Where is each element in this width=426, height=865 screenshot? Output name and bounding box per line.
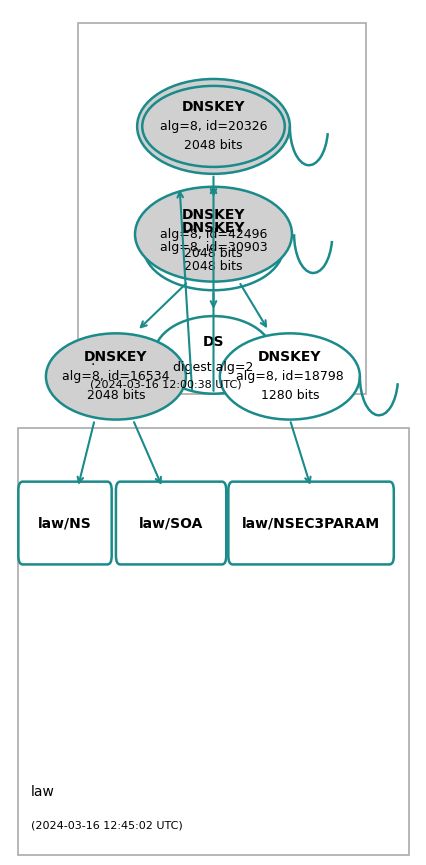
Text: law/NS: law/NS <box>38 516 92 530</box>
FancyBboxPatch shape <box>18 428 408 855</box>
Text: 2048 bits: 2048 bits <box>86 389 145 402</box>
Text: DNSKEY: DNSKEY <box>181 221 245 235</box>
Ellipse shape <box>137 79 289 174</box>
Ellipse shape <box>46 333 185 420</box>
Text: alg=8, id=20326: alg=8, id=20326 <box>159 120 267 133</box>
Text: law/NSEC3PARAM: law/NSEC3PARAM <box>242 516 379 530</box>
FancyBboxPatch shape <box>115 482 226 565</box>
Text: DNSKEY: DNSKEY <box>84 350 147 364</box>
Text: 2048 bits: 2048 bits <box>184 260 242 272</box>
FancyBboxPatch shape <box>228 482 393 565</box>
Ellipse shape <box>154 316 272 394</box>
Text: (2024-03-16 12:00:38 UTC): (2024-03-16 12:00:38 UTC) <box>90 380 242 389</box>
Text: DNSKEY: DNSKEY <box>181 208 245 222</box>
Ellipse shape <box>135 187 291 282</box>
Text: 1280 bits: 1280 bits <box>260 389 318 402</box>
Text: DNSKEY: DNSKEY <box>257 350 321 364</box>
Text: law: law <box>31 785 55 799</box>
Text: DS: DS <box>202 335 224 349</box>
Text: alg=8, id=16534: alg=8, id=16534 <box>62 370 169 383</box>
Text: DNSKEY: DNSKEY <box>181 100 245 114</box>
Ellipse shape <box>219 333 359 420</box>
FancyBboxPatch shape <box>78 23 366 394</box>
Text: (2024-03-16 12:45:02 UTC): (2024-03-16 12:45:02 UTC) <box>31 821 182 831</box>
Text: 2048 bits: 2048 bits <box>184 247 242 260</box>
Text: alg=8, id=18798: alg=8, id=18798 <box>236 370 343 383</box>
Ellipse shape <box>143 204 283 291</box>
Text: law/SOA: law/SOA <box>138 516 203 530</box>
Text: digest alg=2: digest alg=2 <box>173 362 253 375</box>
Text: .: . <box>90 354 95 368</box>
Text: alg=8, id=30903: alg=8, id=30903 <box>159 240 267 253</box>
FancyBboxPatch shape <box>18 482 112 565</box>
Text: alg=8, id=42496: alg=8, id=42496 <box>159 227 267 240</box>
Text: 2048 bits: 2048 bits <box>184 139 242 152</box>
